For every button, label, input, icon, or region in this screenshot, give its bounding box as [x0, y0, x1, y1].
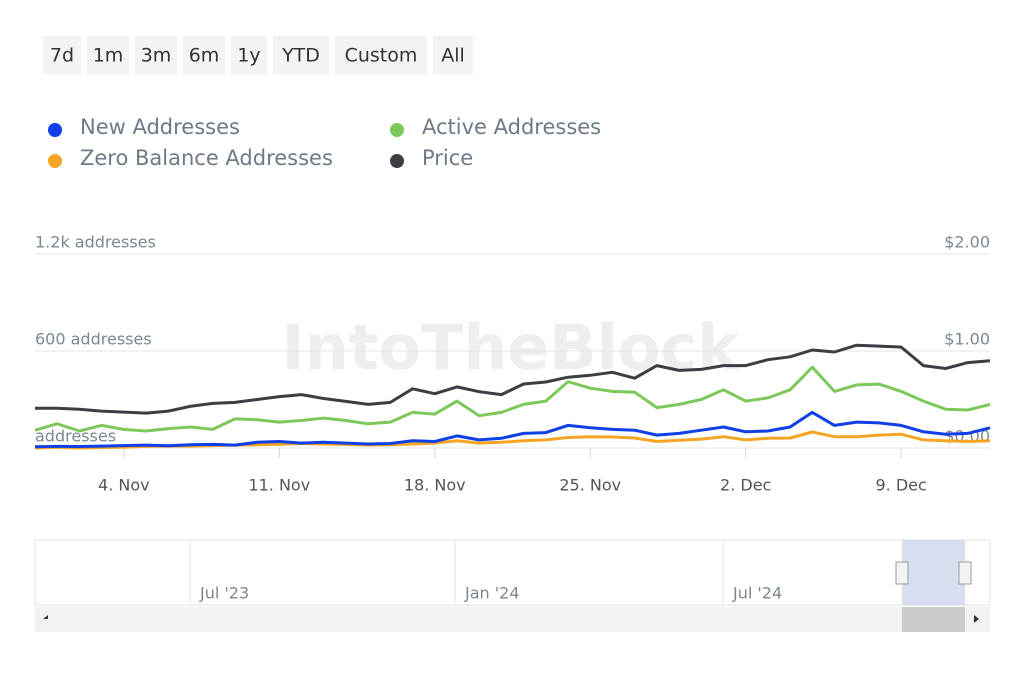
- x-tick-label: 2. Dec: [720, 476, 771, 495]
- legend-label[interactable]: Price: [422, 146, 473, 170]
- navigator-label: Jul '24: [732, 584, 782, 603]
- handle[interactable]: [895, 561, 909, 585]
- handle[interactable]: [958, 561, 972, 585]
- series-line: [34, 410, 991, 449]
- x-tick-label: 25. Nov: [559, 476, 621, 495]
- navigator-label: Jul '23: [199, 584, 249, 603]
- range-button[interactable]: [273, 36, 329, 74]
- y-tick-label: addresses: [35, 427, 116, 446]
- range-button-label[interactable]: 6m: [189, 45, 220, 67]
- range-button-label[interactable]: All: [441, 45, 465, 67]
- legend-marker[interactable]: [48, 123, 62, 137]
- range-button[interactable]: [231, 36, 267, 74]
- range-button-label[interactable]: 1y: [237, 45, 260, 67]
- x-tick-label: 18. Nov: [404, 476, 466, 495]
- x-tick-label: 4. Nov: [98, 476, 150, 495]
- range-button[interactable]: [43, 36, 81, 74]
- y-tick-label: 600 addresses: [35, 330, 152, 349]
- y2-tick-label: $1.00: [944, 330, 990, 349]
- legend-marker[interactable]: [390, 123, 404, 137]
- series-line: [35, 343, 991, 415]
- y-tick-label: 1.2k addresses: [35, 233, 156, 252]
- x-tick-label: 9. Dec: [876, 476, 927, 495]
- scrollbar[interactable]: [35, 607, 990, 632]
- navigator-frame: [34, 539, 991, 606]
- navigator-selection[interactable]: [902, 540, 965, 605]
- x-tick-label: 11. Nov: [248, 476, 310, 495]
- scrollbar-thumb[interactable]: [902, 607, 965, 632]
- range-button[interactable]: [87, 36, 129, 74]
- legend-marker[interactable]: [48, 154, 62, 168]
- legend-label[interactable]: Active Addresses: [422, 115, 601, 139]
- watermark: IntoTheBlock: [281, 311, 740, 384]
- range-button-label[interactable]: Custom: [345, 45, 418, 67]
- range-button[interactable]: [433, 36, 473, 74]
- range-button-label[interactable]: 7d: [50, 45, 74, 67]
- legend-label[interactable]: New Addresses: [80, 115, 240, 139]
- range-button-label[interactable]: 1m: [93, 45, 124, 67]
- y2-tick-label: $2.00: [944, 233, 990, 252]
- range-button-label[interactable]: YTD: [281, 45, 320, 67]
- range-button-label[interactable]: 3m: [141, 45, 172, 67]
- legend-label[interactable]: Zero Balance Addresses: [80, 146, 333, 170]
- legend-marker[interactable]: [390, 154, 404, 168]
- navigator-label: Jan '24: [464, 584, 520, 603]
- range-button[interactable]: [135, 36, 177, 74]
- range-button[interactable]: [183, 36, 225, 74]
- range-button[interactable]: [335, 36, 427, 74]
- series-line: [34, 365, 991, 433]
